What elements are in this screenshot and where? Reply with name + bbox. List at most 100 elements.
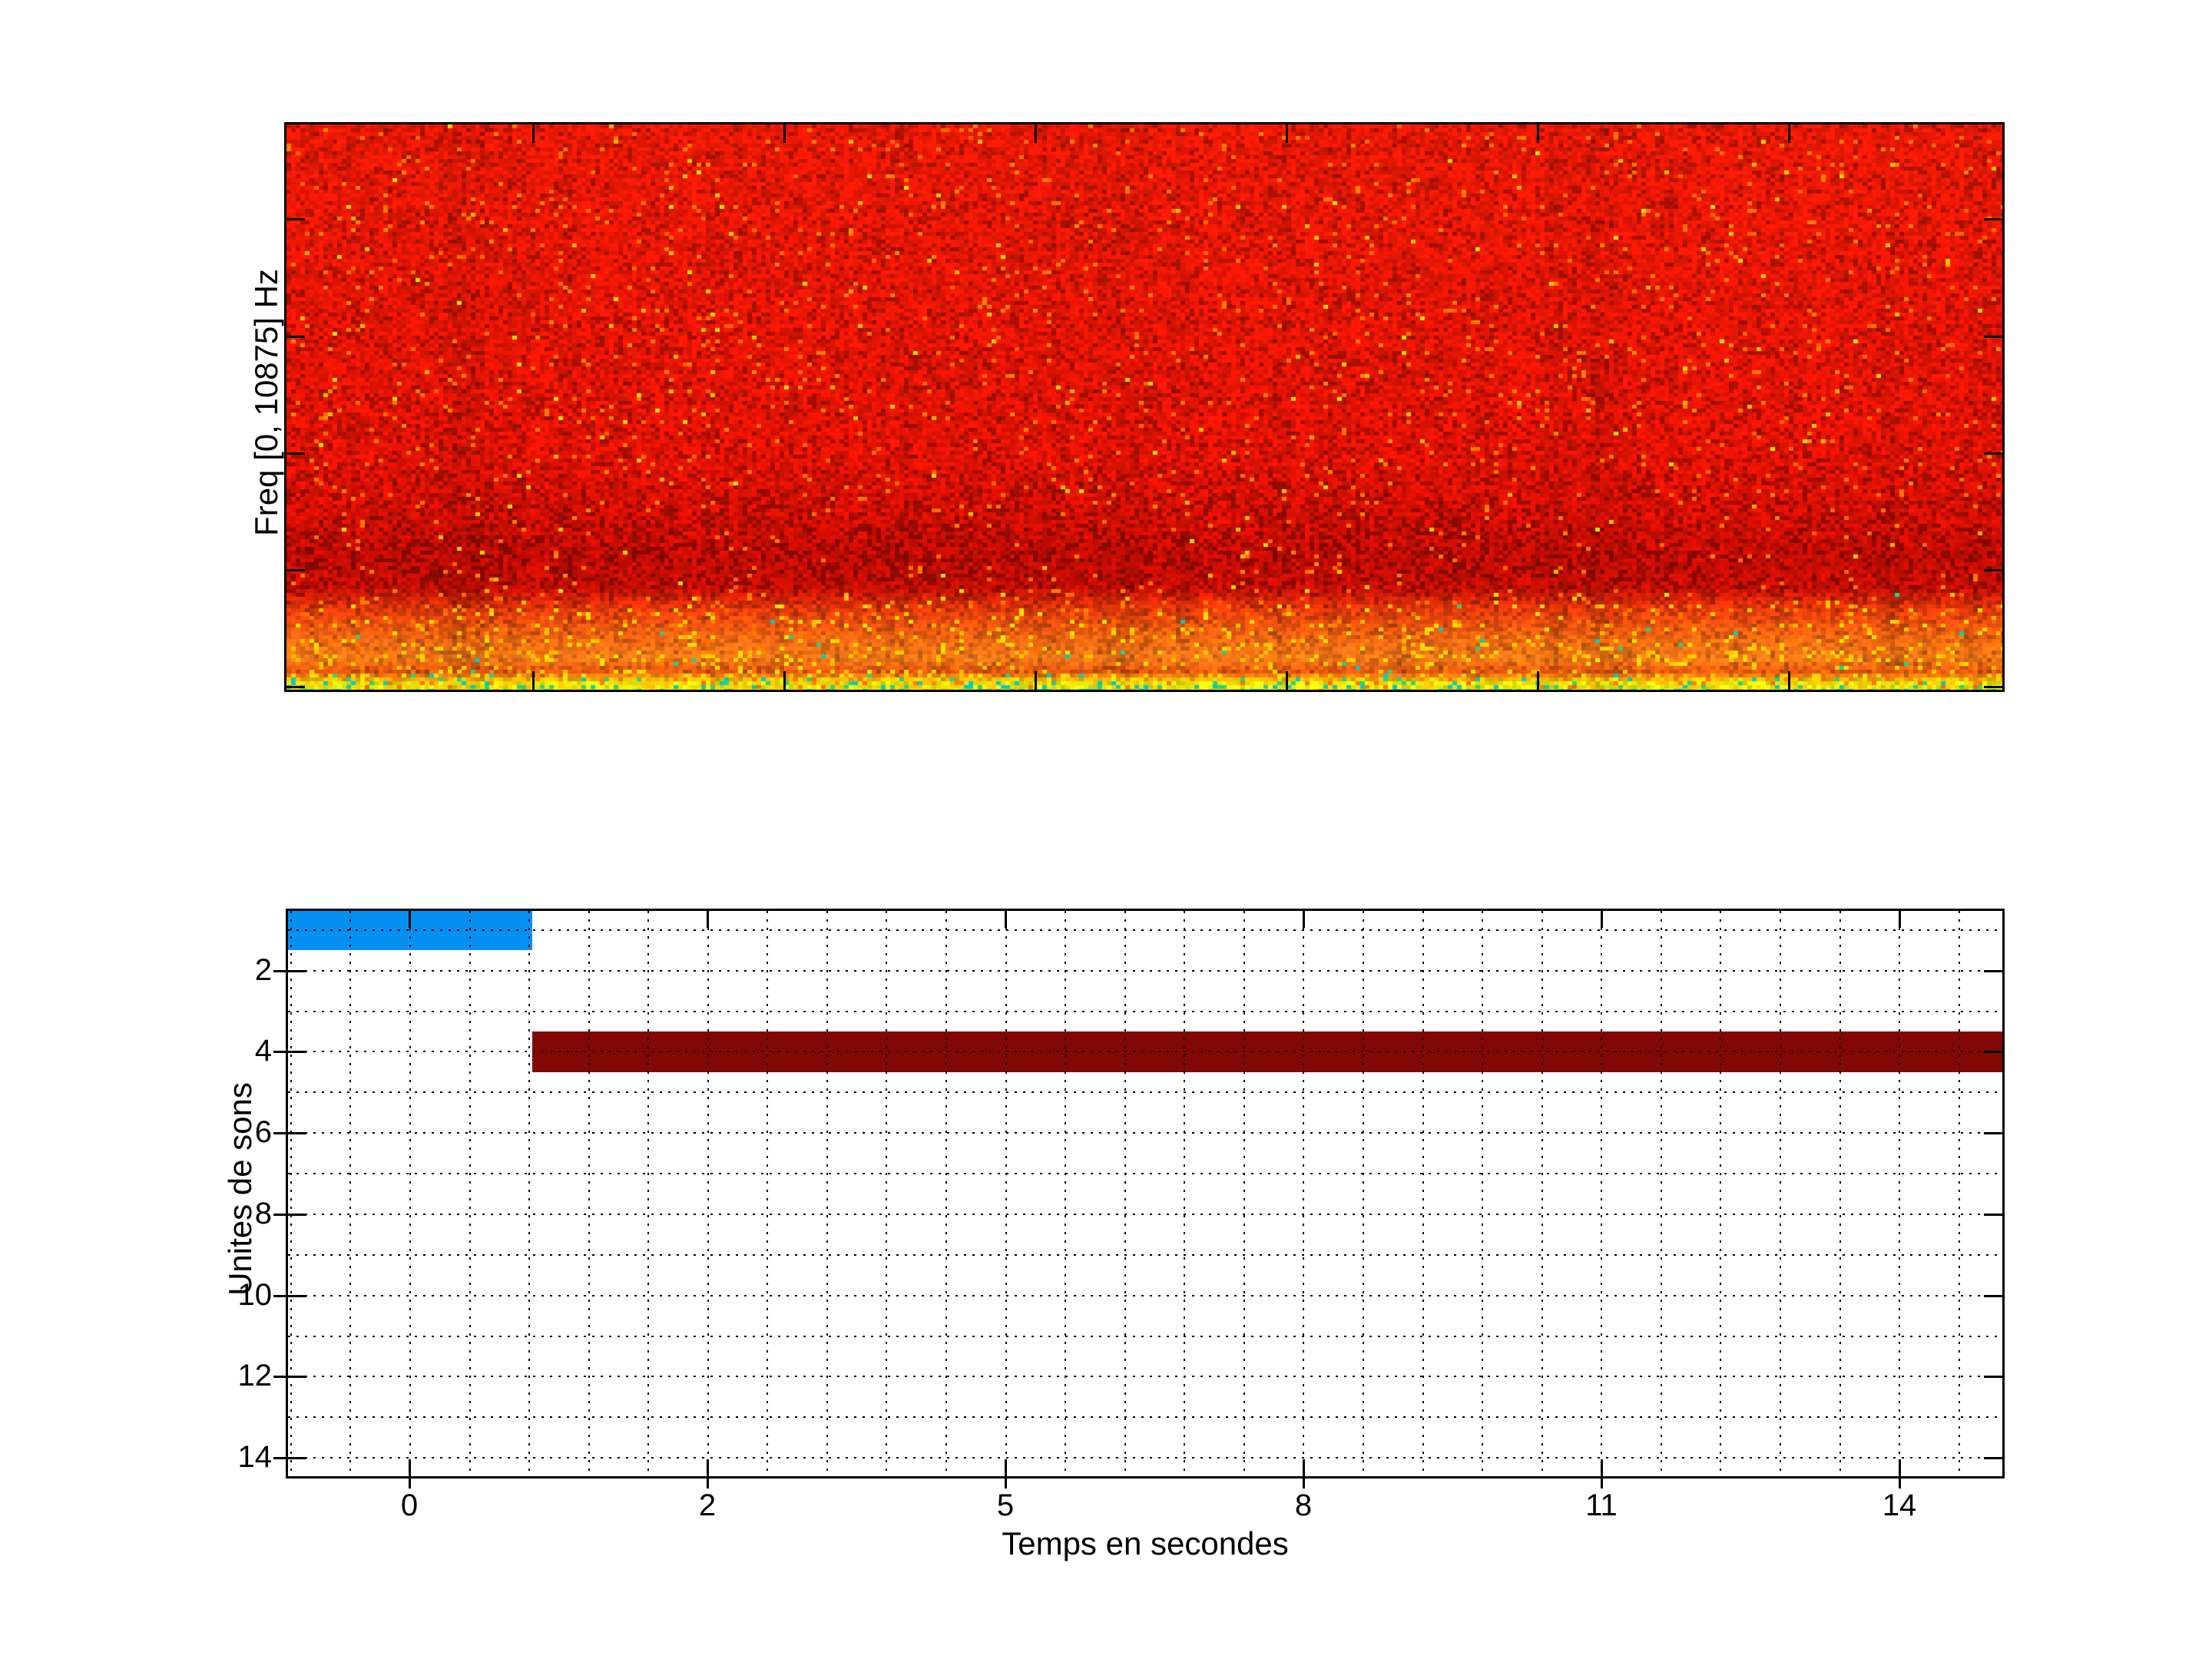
x-gridline [1124,911,1126,1476]
x-tick-label: 2 [698,1488,717,1522]
spectrogram-y-tick [1984,452,2002,455]
x-gridline [1243,911,1245,1476]
y-tick-right [1984,1457,2002,1459]
spectrogram-y-tick [1984,686,2002,688]
x-tick-top [1303,911,1305,928]
y-gridline [288,1376,2002,1377]
x-gridline [469,911,471,1476]
y-tick-left [273,1457,306,1459]
spectrogram-plot [284,122,2005,692]
x-tick-top [1005,911,1007,928]
spectrogram-x-tick [532,671,535,690]
freq-axis-label: Freq [0, 10875] Hz [248,269,284,536]
y-gridline [288,1051,2002,1052]
x-gridline [1959,911,1960,1476]
x-tick-label: 14 [1882,1488,1917,1522]
spectrogram-x-tick [1537,671,1539,690]
units-axis-label: Unites de sons [222,1082,258,1296]
x-gridline [1363,911,1364,1476]
spectrogram-x-tick [1537,124,1539,143]
y-tick-left [273,1376,306,1378]
spectrogram-x-tick [783,124,786,143]
x-tick-bottom [1899,1459,1901,1488]
x-gridline [707,911,709,1476]
x-tick-bottom [1303,1459,1305,1488]
y-tick-label: 8 [254,1197,272,1230]
x-gridline [1601,911,1602,1476]
x-gridline [945,911,947,1476]
x-tick-top [1899,911,1901,928]
x-gridline [1005,911,1007,1476]
y-tick-label: 2 [254,953,272,987]
y-tick-left [273,1051,306,1053]
spectrogram-y-tick [286,452,305,455]
y-tick-right [1984,970,2002,972]
y-tick-right [1984,1214,2002,1216]
spectrogram-x-tick [1788,671,1790,690]
spectrogram-x-tick [532,124,535,143]
x-tick-label: 5 [996,1488,1015,1522]
y-gridline [288,1011,2002,1012]
x-tick-label: 0 [400,1488,419,1522]
y-gridline [288,970,2002,972]
y-tick-label: 4 [254,1034,272,1068]
spectrogram-x-tick [1035,124,1037,143]
x-gridline [1065,911,1066,1476]
x-gridline [1720,911,1721,1476]
y-tick-left [273,970,306,972]
x-tick-bottom [707,1459,709,1488]
x-tick-label: 11 [1585,1488,1618,1522]
y-tick-left [273,1132,306,1134]
x-gridline [1780,911,1781,1476]
y-tick-right [1984,1132,2002,1134]
x-gridline [767,911,768,1476]
spectrogram-x-tick [1788,124,1790,143]
time-axis-label: Temps en secondes [1002,1525,1289,1561]
spectrogram-x-tick [1286,124,1288,143]
y-gridline [288,1132,2002,1134]
x-gridline [409,911,411,1476]
y-tick-left [273,1295,306,1297]
spectrogram-y-tick [1984,336,2002,338]
x-gridline [588,911,590,1476]
spectrogram-y-tick [286,569,305,571]
x-gridline [1661,911,1662,1476]
x-gridline [528,911,530,1476]
x-gridline [826,911,828,1476]
y-tick-left [273,1214,306,1216]
x-tick-top [409,911,411,928]
y-gridline [288,1254,2002,1256]
y-tick-label: 14 [237,1440,273,1474]
x-gridline [647,911,649,1476]
x-gridline [886,911,887,1476]
x-gridline [1541,911,1543,1476]
x-gridline [290,911,292,1476]
spectrogram-y-tick [1984,218,2002,220]
x-gridline [1839,911,1841,1476]
x-tick-top [707,911,709,928]
x-gridline [1899,911,1900,1476]
y-tick-right [1984,1051,2002,1053]
spectrogram-x-tick [1286,671,1288,690]
x-gridline [1184,911,1185,1476]
y-tick-label: 10 [237,1278,273,1312]
y-tick-right [1984,1376,2002,1378]
x-gridline [349,911,351,1476]
y-gridline [288,1336,2002,1337]
units-time-plot [273,909,2005,1488]
y-tick-label: 12 [237,1359,273,1392]
y-gridline [288,929,2002,931]
spectrogram-x-tick [783,671,786,690]
y-gridline [288,1091,2002,1093]
x-tick-label: 8 [1294,1488,1313,1522]
x-gridline [1422,911,1424,1476]
spectrogram-y-tick [286,336,305,338]
y-tick-right [1984,1295,2002,1297]
x-tick-bottom [1601,1459,1603,1488]
x-tick-bottom [409,1459,411,1488]
spectrogram-canvas [286,124,2002,690]
y-gridline [288,1214,2002,1215]
spectrogram-y-tick [286,686,305,688]
x-gridline [1303,911,1304,1476]
